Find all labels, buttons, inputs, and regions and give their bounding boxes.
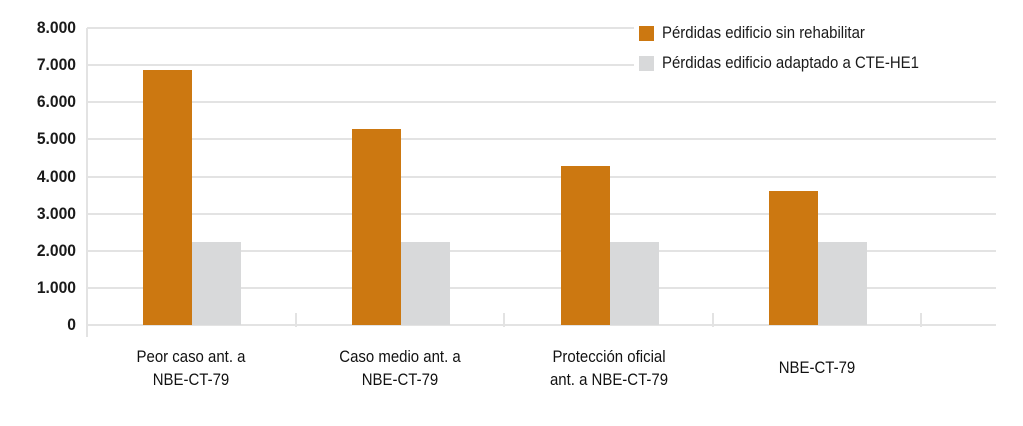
y-tick-label: 6.000 xyxy=(36,92,76,112)
y-axis-line xyxy=(86,28,88,337)
bar-adaptado-cte xyxy=(400,241,450,325)
x-category-label-line: NBE-CT-79 xyxy=(361,370,439,389)
y-tick-label: 1.000 xyxy=(36,277,76,297)
bar-adaptado-cte xyxy=(818,241,868,325)
gridline xyxy=(87,175,996,178)
gridline xyxy=(87,101,996,104)
gridline xyxy=(87,249,996,252)
x-category-label-line: Peor caso ant. a xyxy=(136,347,246,366)
bar-adaptado-cte xyxy=(609,241,659,325)
gridline xyxy=(87,324,996,326)
bar-sin-rehabilitar xyxy=(143,69,193,325)
gridline xyxy=(87,212,996,215)
y-tick-label: 4.000 xyxy=(36,166,76,186)
legend: Pérdidas edificio sin rehabilitar Pérdid… xyxy=(634,18,1023,78)
legend-item-sin-rehabilitar: Pérdidas edificio sin rehabilitar xyxy=(639,23,893,42)
bar-sin-rehabilitar xyxy=(769,190,819,325)
legend-label: Pérdidas edificio adaptado a CTE-HE1 xyxy=(662,53,919,72)
legend-label: Pérdidas edificio sin rehabilitar xyxy=(662,23,865,42)
x-tick xyxy=(503,313,506,327)
x-category-label-line: NBE-CT-79 xyxy=(778,358,856,377)
legend-item-adaptado-cte: Pérdidas edificio adaptado a CTE-HE1 xyxy=(639,53,954,72)
x-category-label-line: ant. a NBE-CT-79 xyxy=(549,370,668,389)
x-category-label-line: Caso medio ant. a xyxy=(339,347,461,366)
y-tick-label: 5.000 xyxy=(36,129,76,149)
y-tick-label: 7.000 xyxy=(36,55,76,75)
gridline xyxy=(87,64,996,67)
x-category-label: Protección oficial ant. a NBE-CT-79 xyxy=(512,345,706,391)
gridline xyxy=(87,286,996,289)
x-category-label: NBE-CT-79 xyxy=(720,356,914,379)
gridline xyxy=(87,138,996,141)
x-tick xyxy=(711,313,714,327)
legend-swatch-orange xyxy=(639,25,654,41)
x-category-label-line: Protección oficial xyxy=(551,347,666,366)
x-tick xyxy=(294,313,297,327)
y-tick-label: 0 xyxy=(67,315,76,334)
gridline xyxy=(87,27,996,29)
legend-swatch-grey xyxy=(639,55,654,71)
bar-adaptado-cte xyxy=(192,241,242,325)
x-category-label: Peor caso ant. a NBE-CT-79 xyxy=(94,345,288,391)
x-category-label: Caso medio ant. a NBE-CT-79 xyxy=(303,345,497,391)
x-tick xyxy=(920,313,923,327)
y-tick-label: 2.000 xyxy=(36,240,76,260)
y-tick-label: 8.000 xyxy=(36,18,76,37)
y-tick-label: 3.000 xyxy=(36,203,76,223)
bar-sin-rehabilitar xyxy=(351,129,401,325)
bar-sin-rehabilitar xyxy=(560,166,610,325)
x-category-label-line: NBE-CT-79 xyxy=(153,370,230,389)
